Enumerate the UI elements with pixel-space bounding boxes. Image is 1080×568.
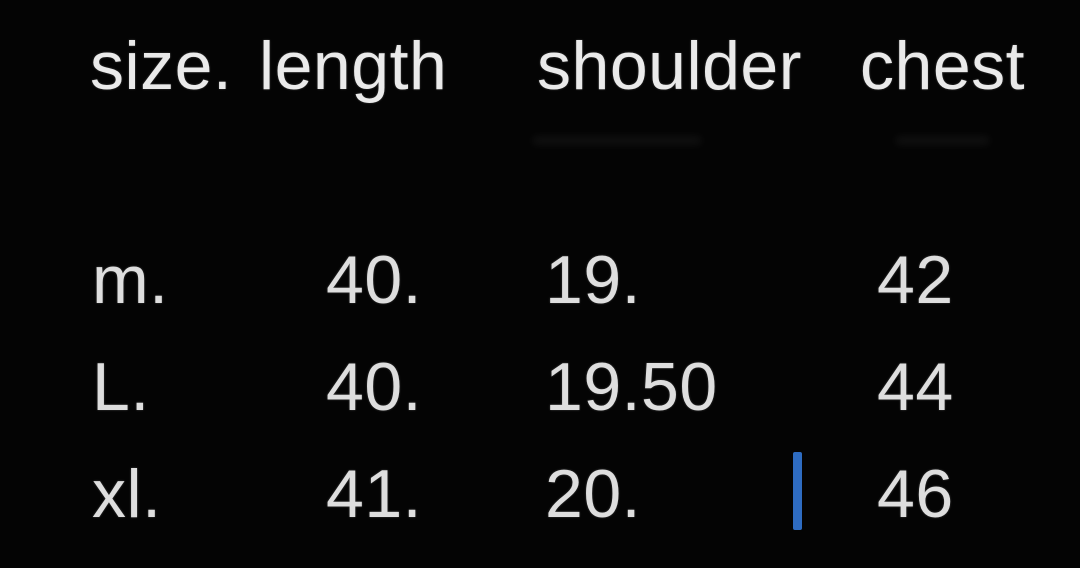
cell-chest: 44	[877, 349, 954, 425]
cell-size: xl.	[92, 456, 162, 532]
cell-length: 41.	[326, 456, 423, 532]
cell-size: m.	[92, 242, 169, 318]
table-row-xl: xl. 41. 20. 46	[0, 460, 1080, 552]
table-header-row: size. length shoulder chest	[0, 32, 1080, 124]
cell-chest: 46	[877, 456, 954, 532]
table-row-m: m. 40. 19. 42	[0, 246, 1080, 338]
column-header-length: length	[259, 28, 448, 104]
smudge-artifact	[895, 136, 990, 145]
cell-size: L.	[92, 349, 150, 425]
column-header-shoulder: shoulder	[537, 28, 802, 104]
cell-length: 40.	[326, 242, 423, 318]
table-row-l: L. 40. 19.50 44	[0, 353, 1080, 445]
smudge-artifact	[532, 136, 702, 145]
cell-shoulder: 19.50	[545, 349, 718, 425]
text-caret	[793, 452, 802, 530]
cell-length: 40.	[326, 349, 423, 425]
column-header-size: size.	[90, 28, 233, 104]
cell-shoulder: 19.	[545, 242, 642, 318]
cell-shoulder: 20.	[545, 456, 642, 532]
cell-chest: 42	[877, 242, 954, 318]
column-header-chest: chest	[860, 28, 1026, 104]
